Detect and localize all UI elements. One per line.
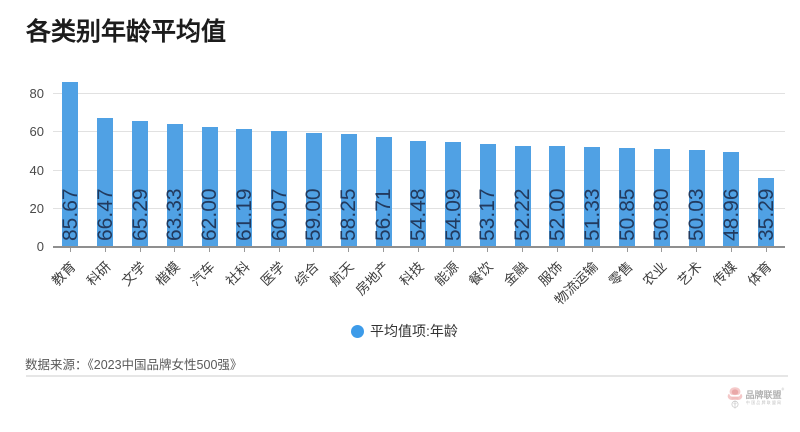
svg-text:中国品牌联盟网: 中国品牌联盟网 [746, 400, 782, 405]
svg-text:®: ® [782, 388, 785, 392]
svg-text:品牌联盟: 品牌联盟 [746, 389, 782, 400]
